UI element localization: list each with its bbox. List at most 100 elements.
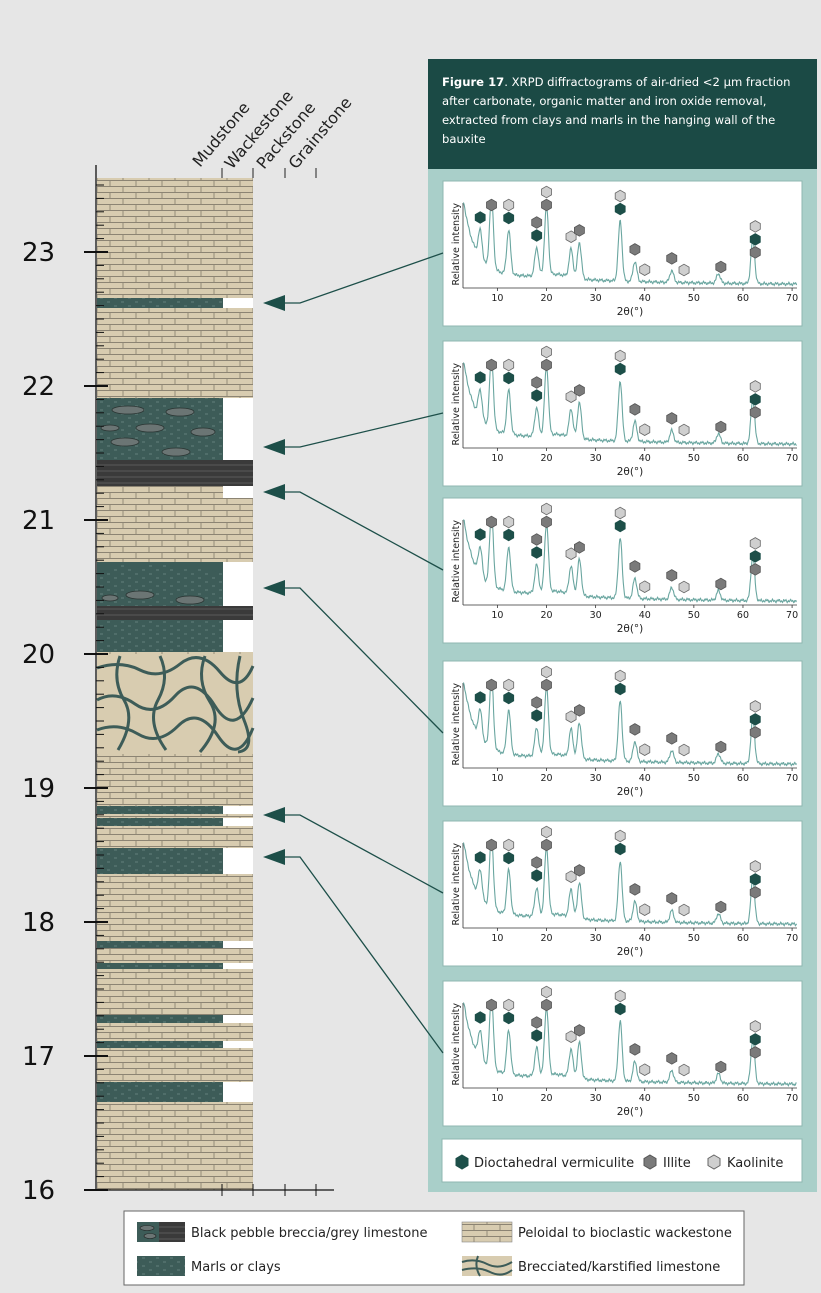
breccia-swatch-icon: [137, 1222, 185, 1242]
depth-tick-label: 16: [22, 1176, 55, 1206]
vermiculite-marker-icon: [503, 528, 515, 542]
y-axis-label: Relative intensity: [451, 203, 462, 286]
y-axis-label: Relative intensity: [451, 683, 462, 766]
illite-marker-icon: [749, 1046, 761, 1059]
kaolinite-marker-icon: [639, 263, 651, 276]
kaolinite-marker-icon: [541, 345, 552, 359]
vermiculite-marker-icon: [531, 869, 543, 882]
kaolinite-marker-icon: [749, 220, 761, 233]
x-tick-label: 10: [491, 610, 503, 621]
kaolinite-marker-icon: [503, 838, 515, 852]
x-tick-label: 20: [540, 610, 552, 621]
sample-arrow-icon: [263, 807, 285, 823]
vermiculite-marker-icon: [614, 842, 626, 856]
x-tick-label: 60: [737, 933, 749, 944]
vermiculite-marker-icon: [614, 682, 626, 696]
vermiculite-marker-icon: [531, 229, 543, 242]
x-tick-label: 30: [590, 453, 602, 464]
illite-marker-icon: [531, 533, 543, 546]
kaolinite-marker-icon: [503, 515, 515, 529]
illite-marker-icon: [486, 358, 497, 372]
kaolinite-marker-icon: [639, 903, 651, 916]
illite-marker-icon: [574, 224, 585, 237]
vermiculite-marker-icon: [503, 211, 515, 225]
vermiculite-marker-icon: [531, 1029, 543, 1042]
diffractogram-6: Relative intensity 10 20 30 40 50 60 70 2θ(°): [442, 980, 803, 1127]
illite-marker-icon: [749, 246, 761, 259]
x-tick-label: 60: [737, 773, 749, 784]
x-tick-label: 20: [540, 293, 552, 304]
illite-marker-icon: [715, 1060, 727, 1074]
x-tick-label: 30: [590, 1093, 602, 1104]
kaolinite-marker-icon: [614, 189, 626, 203]
illite-marker-icon: [666, 892, 678, 905]
diffractogram-trace: [463, 842, 798, 927]
kaolinite-marker-icon: [541, 665, 552, 679]
kaolinite-marker-icon: [749, 860, 761, 873]
diffractogram-1: Relative intensity 10 20 30 40 50 60 70 2θ(°): [442, 180, 803, 327]
illite-marker-icon: [749, 886, 761, 899]
vermiculite-marker-icon: [749, 713, 761, 726]
vermiculite-marker-icon: [531, 709, 543, 722]
kaolinite-marker-icon: [541, 825, 552, 839]
vermiculite-marker-icon: [474, 1011, 486, 1024]
kaolinite-icon: [707, 1154, 721, 1170]
illite-marker-icon: [629, 560, 641, 573]
x-tick-label: 30: [590, 293, 602, 304]
y-axis-label: Relative intensity: [451, 843, 462, 926]
illite-marker-icon: [666, 1052, 678, 1065]
diffractogram-trace: [463, 202, 798, 287]
lithology-legend: Black pebble breccia/grey limestone Pelo…: [123, 1210, 745, 1286]
x-tick-label: 10: [491, 773, 503, 784]
sample-arrow-icon: [263, 295, 285, 311]
vermiculite-marker-icon: [614, 202, 626, 216]
diffractogram-plots: Relative intensity 10 20 30 40 50 60 70 2θ(°) Rel…: [442, 180, 803, 1127]
illite-marker-icon: [541, 998, 552, 1012]
x-tick-label: 40: [639, 933, 651, 944]
kaolinite-marker-icon: [678, 263, 690, 277]
vermiculite-marker-icon: [474, 211, 486, 224]
wackestone-swatch-icon: [461, 1221, 513, 1243]
legend-karst-label: Brecciated/karstified limestone: [518, 1260, 720, 1275]
x-tick-label: 70: [786, 293, 798, 304]
depth-tick-label: 20: [22, 640, 55, 670]
kaolinite-marker-icon: [614, 349, 626, 363]
illite-marker-icon: [486, 678, 497, 692]
dark-limestone-bands: [97, 460, 253, 620]
vermiculite-icon: [455, 1154, 469, 1170]
illite-marker-icon: [666, 412, 678, 425]
vermiculite-marker-icon: [474, 528, 486, 541]
kaolinite-marker-icon: [639, 1063, 651, 1076]
vermiculite-marker-icon: [614, 1002, 626, 1016]
vermiculite-marker-icon: [531, 546, 543, 559]
vermiculite-marker-icon: [474, 851, 486, 864]
x-tick-label: 70: [786, 1093, 798, 1104]
sample-connector-line: [285, 814, 444, 894]
illite-marker-icon: [574, 704, 585, 717]
depth-axis: 23 22 21 20 19 18 17 16: [22, 165, 334, 1206]
x-axis-label: 2θ(°): [617, 466, 644, 478]
kaolinite-marker-icon: [541, 502, 552, 516]
x-tick-label: 20: [540, 1093, 552, 1104]
depth-tick-label: 17: [22, 1042, 55, 1072]
x-axis-label: 2θ(°): [617, 623, 644, 635]
illite-marker-icon: [666, 732, 678, 745]
kaolinite-marker-icon: [749, 380, 761, 393]
x-axis-label: 2θ(°): [617, 1106, 644, 1118]
illite-marker-icon: [531, 216, 543, 229]
x-tick-label: 50: [688, 610, 700, 621]
kaolinite-marker-icon: [503, 678, 515, 692]
illite-marker-icon: [574, 541, 585, 554]
kaolinite-marker-icon: [541, 185, 552, 199]
x-tick-label: 60: [737, 610, 749, 621]
x-tick-label: 20: [540, 453, 552, 464]
figure-caption: Figure 17. XRPD diffractograms of air-dr…: [428, 59, 817, 169]
x-tick-label: 30: [590, 933, 602, 944]
illite-marker-icon: [486, 198, 497, 212]
x-tick-label: 10: [491, 453, 503, 464]
x-tick-label: 60: [737, 453, 749, 464]
vermiculite-marker-icon: [749, 550, 761, 563]
sample-connector-line: [285, 856, 444, 1054]
vermiculite-marker-icon: [503, 371, 515, 385]
sample-connector-line: [285, 587, 444, 734]
